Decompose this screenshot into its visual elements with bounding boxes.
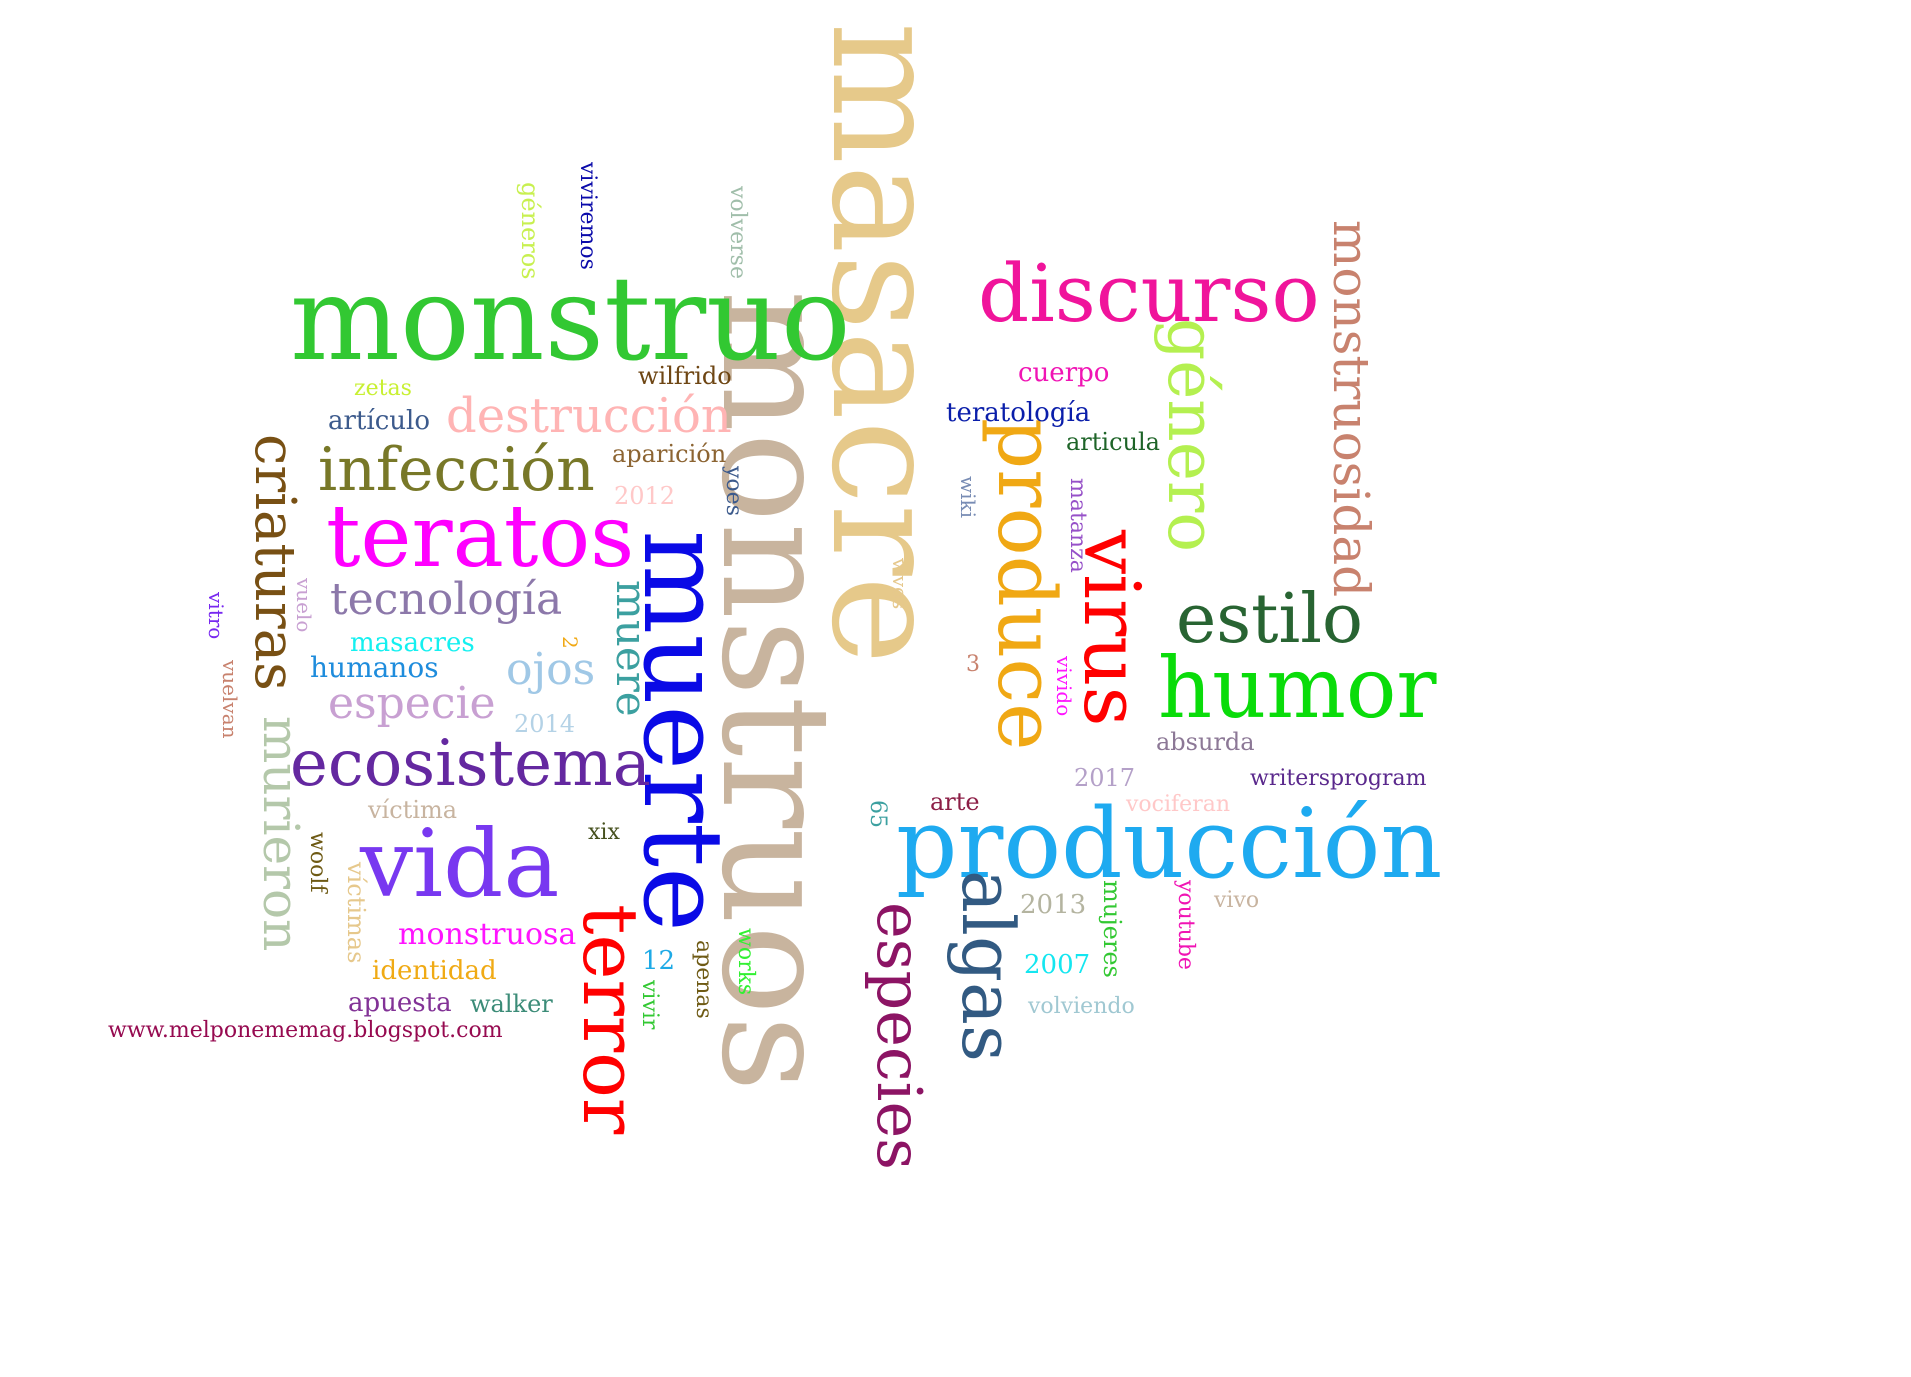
cloud-word-volviendo: volviendo — [1028, 994, 1135, 1019]
cloud-word-absurda: absurda — [1156, 728, 1255, 756]
cloud-word-discurso: discurso — [978, 247, 1320, 340]
cloud-word-humor: humor — [1158, 639, 1437, 737]
cloud-word-vivir: vivir — [637, 980, 662, 1030]
cloud-word-wilfrido: wilfrido — [638, 362, 732, 390]
cloud-word-vitro: vitro — [204, 592, 228, 640]
cloud-word-yoes: yoes — [721, 466, 746, 516]
cloud-word-especies: especies — [863, 902, 936, 1170]
cloud-word-apuesta: apuesta — [348, 988, 452, 1018]
cloud-word-vivos: vivos — [888, 558, 912, 610]
cloud-word-wiki: wiki — [956, 476, 980, 519]
cloud-word-masacres: masacres — [350, 628, 475, 658]
cloud-word-muere: muere — [607, 580, 656, 717]
cloud-word-infeccion: infección — [318, 435, 595, 505]
cloud-word-3: 3 — [966, 652, 980, 677]
cloud-word-vida: vida — [360, 810, 560, 919]
cloud-word-cuerpo: cuerpo — [1018, 358, 1110, 388]
cloud-word-arte: arte — [930, 788, 980, 816]
cloud-word-vociferan: vociferan — [1126, 792, 1230, 817]
cloud-word-genero: género — [1153, 318, 1230, 553]
cloud-word-vivido: vivido — [1052, 656, 1076, 717]
cloud-word-vuelo: vuelo — [292, 578, 316, 633]
cloud-word-articulo: artículo — [328, 406, 430, 436]
cloud-word-monstruo: monstruo — [290, 252, 851, 387]
cloud-word-2014: 2014 — [514, 710, 576, 738]
cloud-word-monstruosa: monstruosa — [398, 917, 577, 952]
cloud-word-2: 2 — [558, 636, 582, 649]
cloud-word-criaturas: criaturas — [242, 434, 307, 691]
cloud-word-65: 65 — [865, 800, 890, 828]
cloud-word-produccion: producción — [896, 788, 1443, 900]
cloud-word-matanza: matanza — [1065, 478, 1090, 573]
cloud-word-victima: víctima — [368, 796, 458, 824]
cloud-word-ecosistema: ecosistema — [290, 727, 651, 801]
cloud-word-ojos: ojos — [506, 644, 596, 695]
cloud-word-algas: algas — [946, 870, 1030, 1062]
cloud-word-xix: xix — [588, 820, 620, 845]
cloud-word-site-url: www.melponememag.blogspot.com — [108, 1018, 503, 1043]
cloud-word-zetas: zetas — [354, 376, 412, 401]
cloud-word-tecnologia: tecnología — [330, 574, 563, 625]
cloud-word-estilo: estilo — [1176, 580, 1363, 659]
cloud-word-articula: articula — [1066, 428, 1160, 456]
cloud-word-writersprogram: writersprogram — [1250, 766, 1427, 791]
cloud-word-teratos: teratos — [326, 487, 635, 587]
cloud-word-2007: 2007 — [1024, 950, 1091, 980]
cloud-word-2013: 2013 — [1020, 890, 1087, 920]
cloud-word-2017: 2017 — [1074, 764, 1136, 792]
cloud-word-aparicion: aparición — [612, 440, 727, 468]
cloud-word-teratologia: teratología — [946, 398, 1091, 428]
cloud-word-viviremos: viviremos — [575, 162, 600, 270]
cloud-word-woolf: woolf — [305, 832, 330, 893]
cloud-word-2012: 2012 — [614, 482, 676, 510]
cloud-word-victimas: víctimas — [342, 862, 370, 964]
cloud-word-destruccion: destrucción — [446, 388, 732, 444]
cloud-word-generos: géneros — [516, 182, 544, 280]
cloud-word-youtube: youtube — [1173, 880, 1198, 970]
cloud-word-vuelvan: vuelvan — [218, 660, 242, 739]
cloud-word-murieron: murieron — [252, 716, 310, 952]
cloud-word-walker: walker — [470, 990, 553, 1018]
cloud-word-volverse: volverse — [725, 186, 750, 279]
cloud-word-monstruosidad: monstruosidad — [1322, 220, 1380, 598]
cloud-word-vivo: vivo — [1214, 888, 1260, 913]
cloud-word-especie: especie — [328, 678, 496, 729]
cloud-word-identidad: identidad — [372, 956, 497, 986]
cloud-word-works: works — [733, 928, 758, 996]
cloud-word-apenas: apenas — [691, 940, 716, 1019]
cloud-word-mujeres: mujeres — [1098, 880, 1126, 978]
cloud-word-12: 12 — [642, 946, 676, 976]
cloud-word-humanos: humanos — [310, 651, 439, 684]
